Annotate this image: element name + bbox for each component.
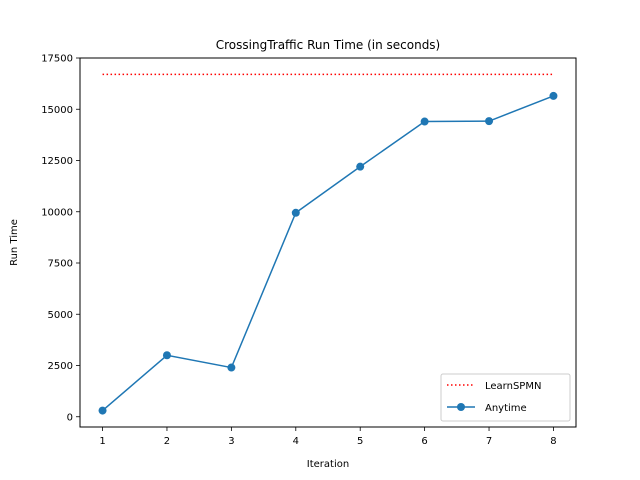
data-point-anytime <box>420 117 429 126</box>
data-point-anytime <box>162 351 171 360</box>
data-point-anytime <box>356 162 365 171</box>
x-tick-label: 4 <box>293 436 299 447</box>
x-axis-title: Iteration <box>307 459 349 470</box>
y-tick-label: 10000 <box>41 207 73 218</box>
y-tick-label: 12500 <box>41 156 73 167</box>
y-axis-title: Run Time <box>9 219 20 266</box>
y-tick-label: 15000 <box>41 105 73 116</box>
data-point-anytime <box>98 406 107 415</box>
x-tick-label: 2 <box>164 436 170 447</box>
x-tick-label: 5 <box>357 436 363 447</box>
x-tick-label: 6 <box>421 436 427 447</box>
x-tick-label: 8 <box>550 436 556 447</box>
x-tick-label: 1 <box>99 436 105 447</box>
y-ticks: 0 2500 5000 7500 10000 12500 15000 17500 <box>41 54 80 423</box>
y-tick-label: 7500 <box>48 259 73 270</box>
data-point-anytime <box>291 208 300 217</box>
y-tick-label: 5000 <box>48 310 73 321</box>
legend: LearnSPMN Anytime <box>440 373 571 422</box>
x-tick-label: 3 <box>228 436 234 447</box>
legend-box <box>440 373 571 422</box>
legend-label-anytime: Anytime <box>485 403 527 414</box>
x-tick-label: 7 <box>486 436 492 447</box>
y-tick-label: 0 <box>67 412 73 423</box>
series-line-anytime <box>102 95 554 412</box>
data-point-anytime <box>549 91 558 100</box>
data-point-anytime <box>227 363 236 372</box>
series-layer <box>98 73 558 415</box>
x-ticks: 1 2 3 4 5 6 7 8 <box>99 427 557 447</box>
legend-marker-anytime <box>457 403 465 411</box>
legend-label-learnspmn: LearnSPMN <box>485 381 541 392</box>
chart-title: CrossingTraffic Run Time (in seconds) <box>216 38 441 52</box>
y-tick-label: 17500 <box>41 54 73 65</box>
y-tick-label: 2500 <box>48 361 73 372</box>
plot-frame <box>79 57 577 428</box>
data-point-anytime <box>485 117 494 126</box>
